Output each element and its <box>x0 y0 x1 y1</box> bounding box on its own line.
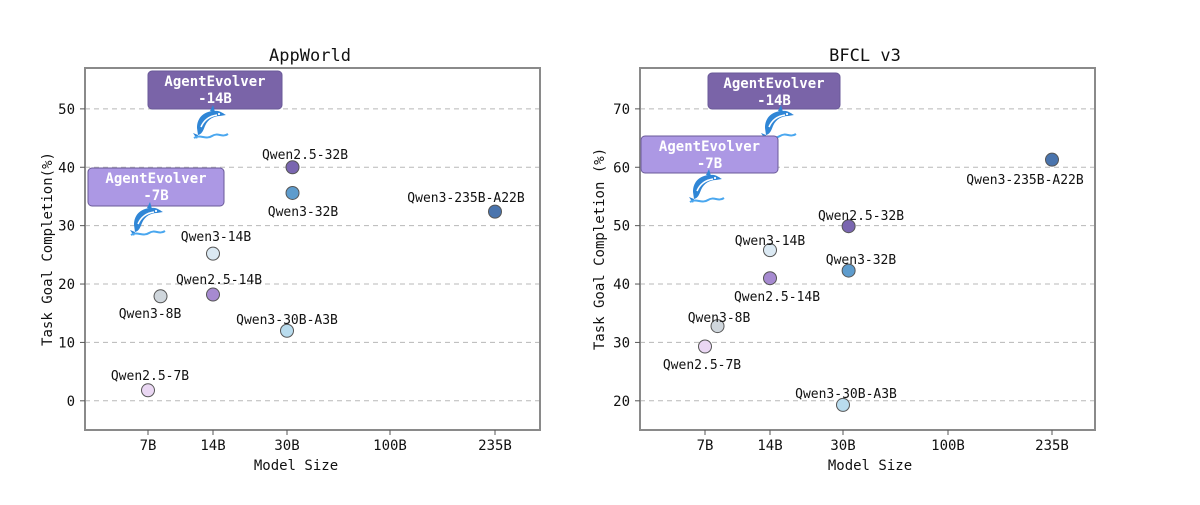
y-tick-label: 30 <box>58 219 75 235</box>
point-label: Qwen3-8B <box>119 307 182 322</box>
agentevolver-badge: AgentEvolver-14B <box>147 70 283 140</box>
chart-title: AppWorld <box>269 46 351 66</box>
data-point[interactable] <box>141 383 155 398</box>
y-axis-label: Task Goal Completion(%) <box>40 152 56 346</box>
point-label: Qwen3-235B-A22B <box>966 173 1084 188</box>
agentevolver-badge: AgentEvolver-7B <box>640 135 779 204</box>
badge-box <box>707 72 841 110</box>
dolphin-icon[interactable] <box>192 104 229 140</box>
data-point[interactable] <box>763 243 777 258</box>
point-label: Qwen2.5-14B <box>176 273 262 288</box>
data-point[interactable] <box>710 319 725 334</box>
y-axis-label: Task Goal Completion (%) <box>592 148 608 350</box>
data-point[interactable] <box>285 185 300 200</box>
agentevolver-badge: AgentEvolver-7B <box>87 167 225 237</box>
data-point[interactable] <box>841 263 856 278</box>
point-label: Qwen3-30B-A3B <box>795 387 897 402</box>
y-tick-label: 60 <box>613 160 630 176</box>
point-label: Qwen3-8B <box>688 311 751 326</box>
y-tick-label: 20 <box>58 277 75 293</box>
point-label: Qwen3-30B-A3B <box>236 313 338 328</box>
data-point[interactable] <box>488 204 502 219</box>
badge-name: AgentEvolver <box>723 76 824 92</box>
y-tick-label: 40 <box>613 277 630 293</box>
dolphin-icon[interactable] <box>129 201 166 237</box>
y-tick-label: 10 <box>58 335 75 351</box>
badge-name: AgentEvolver <box>105 171 206 187</box>
data-point[interactable] <box>280 323 294 338</box>
point-label: Qwen2.5-7B <box>663 358 741 373</box>
data-point[interactable] <box>153 289 168 304</box>
point-label: Qwen3-32B <box>826 253 897 268</box>
x-axis-label: Model Size <box>254 458 338 474</box>
x-tick-label: 100B <box>373 438 407 454</box>
chart-title: BFCL v3 <box>829 46 901 66</box>
y-tick-label: 50 <box>58 102 75 118</box>
y-tick-label: 30 <box>613 335 630 351</box>
agentevolver-badge: AgentEvolver-14B <box>707 72 841 140</box>
x-tick-label: 30B <box>274 438 299 454</box>
dolphin-icon[interactable] <box>760 104 797 140</box>
point-label: Qwen2.5-14B <box>734 290 820 305</box>
y-tick-label: 0 <box>67 394 75 410</box>
x-tick-label: 14B <box>200 438 225 454</box>
y-tick-label: 70 <box>613 102 630 118</box>
point-label: Qwen3-14B <box>735 234 806 249</box>
badge-size: -7B <box>143 188 168 204</box>
x-tick-label: 100B <box>931 438 965 454</box>
badge-box <box>87 167 225 207</box>
data-point[interactable] <box>285 160 300 175</box>
data-point[interactable] <box>763 271 777 286</box>
x-tick-label: 7B <box>140 438 157 454</box>
data-point[interactable] <box>206 246 220 261</box>
point-label: Qwen2.5-7B <box>111 369 189 384</box>
x-tick-label: 7B <box>697 438 714 454</box>
plot-frame <box>84 67 541 431</box>
point-label: Qwen3-14B <box>181 230 252 245</box>
point-label: Qwen3-32B <box>268 205 339 220</box>
badge-size: -7B <box>697 156 722 172</box>
x-tick-label: 235B <box>478 438 512 454</box>
badge-box <box>147 70 283 110</box>
x-axis-label: Model Size <box>828 458 912 474</box>
badge-name: AgentEvolver <box>164 74 265 90</box>
y-tick-label: 50 <box>613 219 630 235</box>
plot-frame <box>639 67 1096 431</box>
data-point[interactable] <box>1045 152 1059 167</box>
badge-size: -14B <box>198 91 232 107</box>
data-point[interactable] <box>698 339 712 354</box>
dolphin-icon[interactable] <box>688 168 725 204</box>
appworld-panel: AppWorld 0 10 20 30 40 50 7B 14B 30B 100B 235B Mo… <box>40 46 541 474</box>
badge-size: -14B <box>757 93 791 109</box>
point-label: Qwen2.5-32B <box>818 209 904 224</box>
data-point[interactable] <box>206 287 220 302</box>
x-tick-label: 14B <box>757 438 782 454</box>
data-point[interactable] <box>836 397 850 412</box>
point-label: Qwen3-235B-A22B <box>407 191 525 206</box>
y-tick-label: 20 <box>613 394 630 410</box>
point-label: Qwen2.5-32B <box>262 148 348 163</box>
y-tick-label: 40 <box>58 160 75 176</box>
badge-name: AgentEvolver <box>659 139 760 155</box>
x-tick-label: 235B <box>1035 438 1069 454</box>
x-tick-label: 30B <box>830 438 855 454</box>
bfcl-panel: BFCL v3 20 30 40 50 60 70 7B 14B 30B 100B 235B Mo… <box>592 46 1096 474</box>
data-point[interactable] <box>841 219 856 234</box>
